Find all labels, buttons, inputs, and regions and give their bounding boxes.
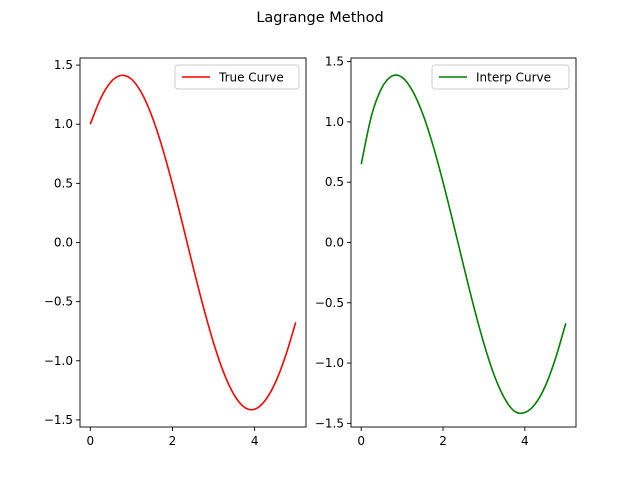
y-tick-label: −1.5 (315, 416, 344, 430)
legend-label: True Curve (218, 71, 284, 85)
figure-title: Lagrange Method (256, 10, 383, 26)
legend: True Curve (174, 64, 300, 90)
y-tick-label: −1.0 (44, 354, 73, 368)
series-line-interp-curve (360, 74, 567, 415)
x-tick-label: 2 (439, 434, 447, 448)
subplots: 0 2 4 1.5 1.0 0.5 0.0 −0.5 −1.0 −1.5 True Curve 0 2 4… (44, 55, 577, 448)
x-tick-label: 4 (521, 434, 529, 448)
subplot-1: 0 2 4 1.5 1.0 0.5 0.0 −0.5 −1.0 −1.5 True Curve (44, 57, 307, 448)
y-tick-label: 0.0 (325, 236, 344, 250)
legend: Interp Curve (431, 64, 570, 90)
y-tick-label: −1.0 (315, 356, 344, 370)
y-tick-label: 1.5 (54, 58, 73, 72)
x-tick-label: 4 (251, 434, 259, 448)
x-tick-label: 0 (86, 434, 94, 448)
axes-frame (79, 57, 307, 428)
y-tick-label: −0.5 (44, 295, 73, 309)
subplot-2: 0 2 4 1.5 1.0 0.5 0.0 −0.5 −1.0 −1.5 Interp Curve (315, 55, 577, 448)
y-tick-label: 1.0 (325, 115, 344, 129)
y-tick-label: 1.5 (325, 55, 344, 69)
y-tick-label: 0.5 (325, 175, 344, 189)
y-tick-label: 1.0 (54, 117, 73, 131)
legend-label: Interp Curve (476, 71, 551, 85)
y-tick-label: −0.5 (315, 296, 344, 310)
x-tick-label: 2 (169, 434, 177, 448)
legend-box (174, 64, 300, 90)
x-tick-label: 0 (357, 434, 365, 448)
y-tick-label: 0.0 (54, 236, 73, 250)
y-tick-label: −1.5 (44, 413, 73, 427)
series-line-true-curve (89, 74, 297, 411)
legend-box (431, 64, 570, 90)
axes-frame (350, 57, 577, 428)
y-tick-label: 0.5 (54, 176, 73, 190)
